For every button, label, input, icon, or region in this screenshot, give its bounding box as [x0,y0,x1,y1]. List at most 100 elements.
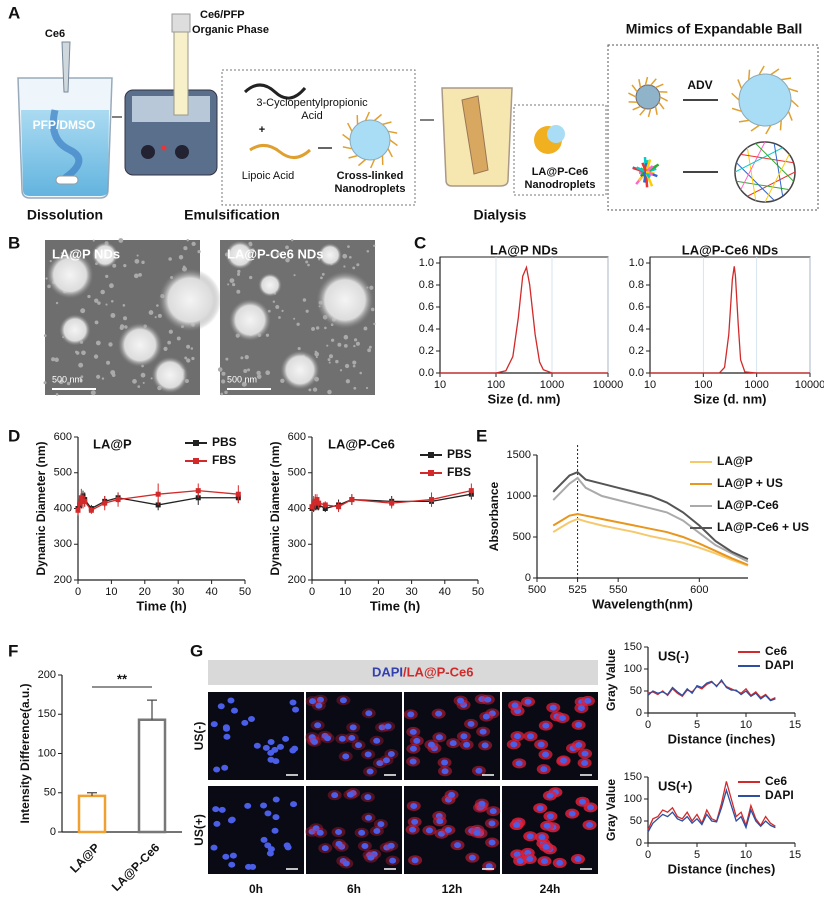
schematic-label: LA@P-Ce6 [532,166,589,178]
particle [345,379,351,384]
data-line [552,513,749,566]
nucleus [272,814,280,821]
particle [78,362,84,368]
particle [368,345,372,349]
nucleus [482,713,490,720]
particle [101,377,105,380]
data-point [77,500,83,506]
bar [137,718,167,834]
particle [142,381,145,384]
ball-strand [736,162,775,201]
nucleus [210,721,218,728]
y-tick-label: 50 [630,685,642,697]
ball-strand [740,153,794,164]
panel-label: C [414,233,426,252]
nucleus [484,696,492,703]
nucleus [267,749,275,756]
particle [344,363,350,369]
nucleus [349,724,357,731]
data-point [82,498,88,504]
legend-label: Ce6 [765,644,787,658]
x-tick-label: 5 [694,849,700,861]
nucleus [575,742,583,749]
particle [365,386,369,390]
beaker [55,175,79,185]
y-tick-label: 0.2 [419,345,434,357]
y-tick-label: 100 [38,747,56,759]
nucleus [346,791,354,798]
nucleus [463,741,471,748]
particle [224,390,228,395]
nucleus [364,751,372,758]
chart-title: LA@P-Ce6 [328,436,395,451]
nucleus [435,734,443,741]
nucleus [387,842,395,849]
nucleus [377,821,385,828]
tem-image [43,238,222,396]
particle [297,346,301,351]
nucleus [540,766,548,773]
row-label: US(+) [192,814,206,846]
nucleus [365,814,373,821]
particle [110,299,114,303]
nanodroplet [342,111,398,169]
x-tick-label: 0 [309,586,315,598]
nucleus [407,711,415,718]
nanodroplet [349,119,391,161]
particle [343,344,348,348]
schematic-label: ADV [687,78,712,92]
nucleus [366,768,374,775]
y-tick-label: 0.6 [629,301,644,313]
shell-chain [659,96,668,102]
data-point [78,495,84,501]
legend-label: DAPI [765,658,794,672]
particle [220,392,224,396]
droplet [92,242,118,268]
droplet [225,240,255,270]
nucleus [217,703,225,710]
nucleus [210,844,218,851]
y-tick-label: 0.6 [419,301,434,313]
nucleus [587,804,595,811]
chart-title: LA@P-Ce6 NDs [682,242,778,257]
nucleus [331,792,339,799]
column-label: 24h [540,882,561,896]
x-axis-label: Size (d. nm) [694,391,767,406]
schematic-label: Organic Phase [192,24,269,36]
x-tick-label: 10 [740,849,752,861]
ultrasonic-bath [161,145,167,151]
particle [337,342,342,347]
particle [302,298,307,302]
x-tick-label: 1000 [540,379,564,391]
nucleus [365,710,373,717]
nucleus [272,796,280,803]
x-tick-label: 10 [105,586,117,598]
nucleus [556,859,564,866]
detail-box [513,104,607,196]
x-tick-label: 0 [645,849,651,861]
header-label: DAPI [372,664,403,679]
y-tick-label: 1500 [507,449,531,461]
shell-chain [644,76,649,86]
particle [176,336,181,341]
shell-chain [655,83,664,89]
nucleus [568,810,576,817]
shell-chain [731,92,740,101]
panel-label: F [8,641,18,660]
nucleus [264,842,272,849]
nucleus [546,813,554,820]
x-axis-label: Size (d. nm) [488,391,561,406]
y-tick-label: 0 [50,826,56,838]
ball-strand [747,171,796,197]
particle [54,357,59,363]
particle [227,283,230,286]
particle [236,272,241,276]
row-label: US(-) [192,722,206,751]
particle [316,326,320,330]
y-tick-label: 0.4 [629,323,644,335]
particle [183,246,188,251]
data-line [552,471,749,561]
detail-box [221,69,416,206]
nucleus [289,699,297,706]
particle [156,304,159,307]
